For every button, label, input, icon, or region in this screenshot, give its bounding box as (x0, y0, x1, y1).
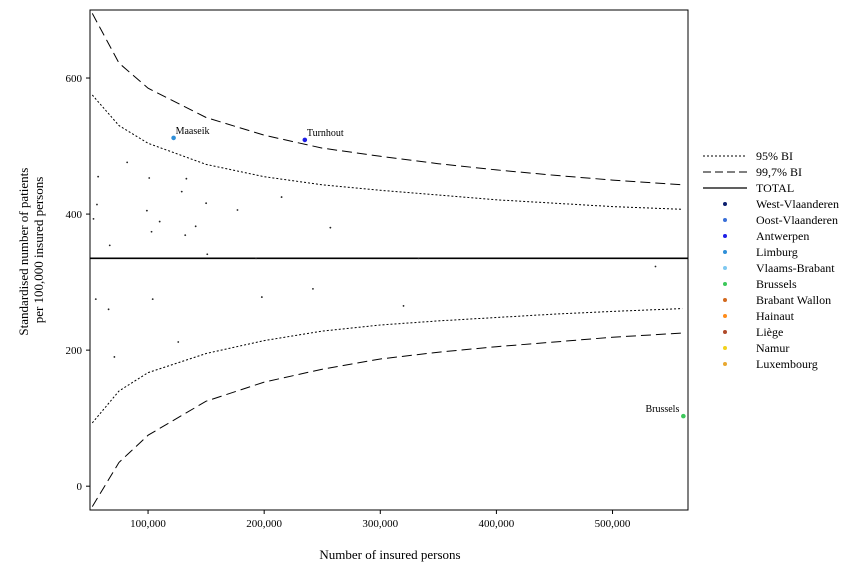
x-tick-label: 100,000 (130, 518, 166, 530)
data-point (329, 226, 332, 229)
ci95-upper-curve (91, 94, 683, 210)
legend-marker-dot (723, 202, 727, 206)
data-point (654, 265, 657, 268)
data-point (148, 177, 151, 179)
legend-label-region: Liège (756, 324, 784, 339)
legend-label-region: Vlaams-Brabant (756, 260, 835, 275)
legend-item-region: Vlaams-Brabant (702, 260, 862, 276)
legend-item-region: Liège (702, 324, 862, 340)
data-point (280, 196, 283, 198)
ci997-upper-curve (91, 13, 683, 186)
ci95-lower-curve (91, 308, 683, 424)
x-tick-label: 300,000 (362, 518, 398, 530)
legend: 95% BI 99,7% BI TOTAL West-Vlaanderen Oos… (702, 148, 862, 372)
data-point (94, 298, 97, 301)
legend-item-ci95: 95% BI (702, 148, 862, 164)
data-point (402, 305, 405, 307)
data-point (97, 175, 100, 178)
legend-label-region: Brabant Wallon (756, 292, 832, 307)
ci997-lower-curve (91, 332, 683, 507)
data-point (107, 308, 110, 311)
legend-marker-dot (723, 362, 727, 366)
data-point (126, 161, 129, 164)
legend-marker-dot (723, 282, 727, 286)
legend-label-region: Oost-Vlaanderen (756, 212, 838, 227)
data-point-turnhout (302, 137, 308, 143)
legend-label-region: Brussels (756, 276, 797, 291)
legend-label-region: Namur (756, 340, 790, 355)
data-point-brussels (681, 413, 686, 419)
legend-label-total: TOTAL (756, 180, 795, 195)
x-axis-title: Number of insured persons (319, 547, 460, 562)
legend-marker-dot (723, 314, 727, 318)
data-point (145, 209, 148, 212)
legend-item-region: Oost-Vlaanderen (702, 212, 862, 228)
data-point (205, 202, 208, 205)
legend-label-region: Limburg (756, 244, 798, 259)
data-point (92, 217, 95, 220)
legend-item-region: Hainaut (702, 308, 862, 324)
data-point (185, 177, 188, 180)
data-point (236, 209, 239, 211)
data-point (113, 356, 116, 358)
y-tick-label: 0 (77, 481, 83, 493)
point-label-maaseik: Maaseik (176, 126, 210, 137)
legend-item-region: Antwerpen (702, 228, 862, 244)
y-tick-label: 400 (66, 209, 83, 221)
legend-item-total: TOTAL (702, 180, 862, 196)
legend-marker-dot (723, 346, 727, 350)
y-axis-title-line-1: Standardised number of patients (16, 168, 31, 336)
legend-marker-dot (723, 218, 727, 222)
legend-label-region: Antwerpen (756, 228, 810, 243)
legend-regions: West-Vlaanderen Oost-Vlaanderen Antwerpen L… (702, 196, 862, 372)
legend-label-region: Luxembourg (756, 356, 818, 371)
dotted-line-swatch (703, 155, 747, 157)
legend-label-region: West-Vlaanderen (756, 196, 839, 211)
y-tick-label: 200 (66, 345, 83, 357)
y-axis-title-line-2: per 100,000 insured persons (31, 177, 46, 324)
legend-marker-dot (723, 266, 727, 270)
point-label-turnhout: Turnhout (307, 128, 344, 139)
legend-label-ci95: 95% BI (756, 148, 793, 163)
data-point (312, 288, 314, 290)
legend-item-region: West-Vlaanderen (702, 196, 862, 212)
solid-line-swatch (703, 187, 747, 189)
legend-item-region: Brussels (702, 276, 862, 292)
data-point (151, 298, 154, 301)
x-tick-label: 200,000 (246, 518, 282, 530)
data-point (194, 225, 197, 228)
data-point (108, 244, 111, 247)
data-point (158, 220, 161, 223)
legend-item-region: Brabant Wallon (702, 292, 862, 308)
data-point (255, 257, 257, 260)
legend-marker-dot (723, 234, 727, 238)
data-point (177, 341, 180, 343)
data-point (150, 230, 153, 233)
data-point (96, 203, 98, 206)
legend-item-region: Luxembourg (702, 356, 862, 372)
legend-item-ci997: 99,7% BI (702, 164, 862, 180)
legend-item-region: Namur (702, 340, 862, 356)
data-point (417, 257, 420, 260)
legend-marker-dot (723, 298, 727, 302)
dashed-line-swatch (703, 171, 747, 173)
y-tick-label: 600 (66, 73, 83, 85)
legend-item-region: Limburg (702, 244, 862, 260)
legend-marker-dot (723, 330, 727, 334)
point-label-brussels: Brussels (645, 404, 679, 415)
legend-label-region: Hainaut (756, 308, 794, 323)
y-axis-title: Standardised number of patients per 100,… (16, 164, 46, 335)
plot-frame (89, 9, 689, 511)
data-point (260, 296, 263, 298)
data-point-maaseik (171, 135, 176, 141)
data-point (180, 190, 183, 193)
x-tick-label: 500,000 (595, 518, 631, 530)
x-tick-label: 400,000 (479, 518, 515, 530)
data-point (184, 234, 187, 237)
legend-label-ci997: 99,7% BI (756, 164, 802, 179)
data-point (206, 253, 209, 256)
legend-marker-dot (723, 250, 727, 254)
